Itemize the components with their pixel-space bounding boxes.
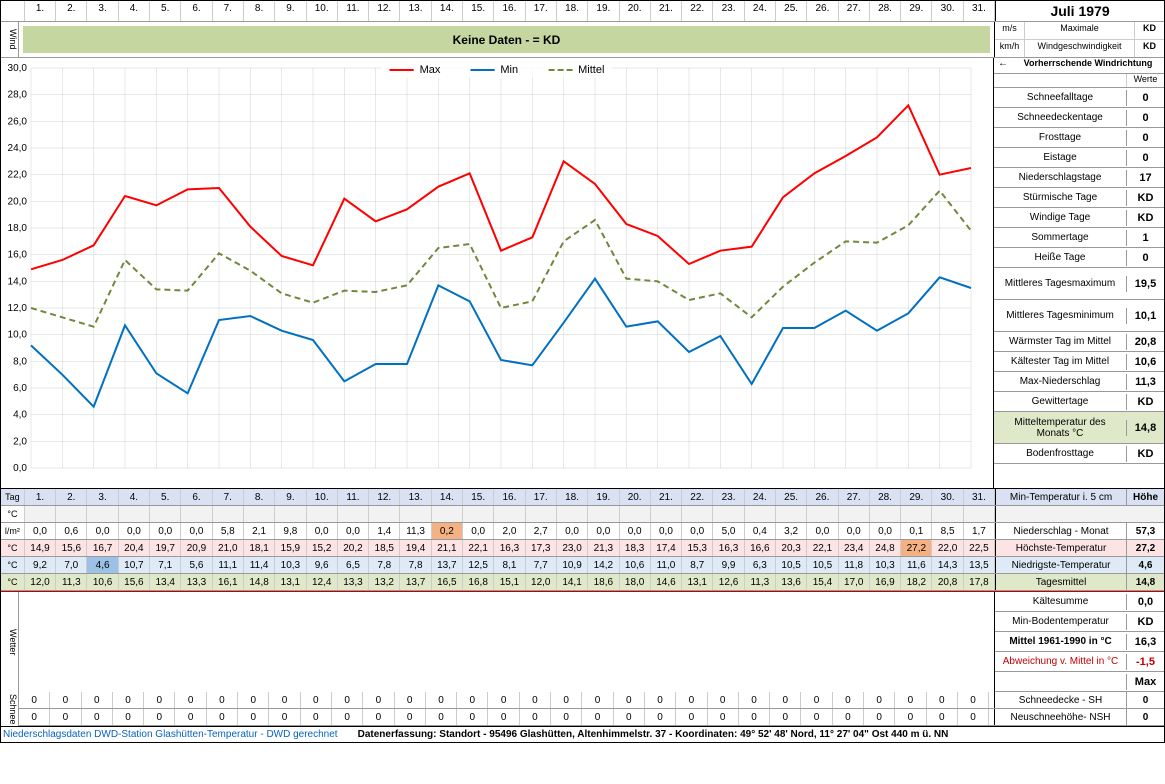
mittel-row: °C 12,011,310,615,613,413,316,114,813,11… xyxy=(1,574,1164,591)
svg-text:26,0: 26,0 xyxy=(8,116,28,127)
svg-text:24,0: 24,0 xyxy=(8,143,28,154)
day-header: 19. xyxy=(588,1,619,21)
day-header: 31. xyxy=(964,1,995,21)
stat-row: Mittleres Tagesmaximum19,5 xyxy=(994,268,1164,300)
day-header: 26. xyxy=(807,1,838,21)
day-header: 29. xyxy=(901,1,932,21)
wind-direction-row: ← Vorherrschende Windrichtung xyxy=(994,58,1164,74)
day-header: 2. xyxy=(56,1,87,21)
day-header: 10. xyxy=(307,1,338,21)
footer: Niederschlagsdaten DWD-Station Glashütte… xyxy=(1,726,1164,742)
werte-header: Werte xyxy=(994,74,1164,88)
svg-text:22,0: 22,0 xyxy=(8,170,28,181)
svg-text:20,0: 20,0 xyxy=(8,196,28,207)
day-header: 15. xyxy=(463,1,494,21)
stats-panel: ← Vorherrschende Windrichtung Werte Schn… xyxy=(994,58,1164,488)
stat-row: Frosttage0 xyxy=(994,128,1164,148)
svg-text:4,0: 4,0 xyxy=(13,410,27,421)
precip-row: l/m² 0,00,60,00,00,00,05,82,19,80,00,01,… xyxy=(1,523,1164,540)
footer-location: Datenerfassung: Standort - 95496 Glashüt… xyxy=(358,729,1162,740)
min-temp-row: °C 9,27,04,610,77,15,611,111,410,39,66,5… xyxy=(1,557,1164,574)
day-header: 1. xyxy=(25,1,56,21)
stat-row: Mitteltemperatur des Monats °C14,8 xyxy=(994,412,1164,444)
day-header: 14. xyxy=(432,1,463,21)
stat-row: Schneedeckentage0 xyxy=(994,108,1164,128)
day-header: 24. xyxy=(745,1,776,21)
day-header: 23. xyxy=(713,1,744,21)
snow-label: Schnee xyxy=(1,692,19,726)
empty-5cm-row: °C xyxy=(1,506,1164,523)
day-header: 9. xyxy=(275,1,306,21)
svg-text:0,0: 0,0 xyxy=(13,463,27,474)
chart-legend: MaxMinMittel xyxy=(382,62,613,78)
day-header: 5. xyxy=(150,1,181,21)
day-header: 28. xyxy=(870,1,901,21)
day-header: 27. xyxy=(839,1,870,21)
weather-label: Wetter xyxy=(1,592,19,692)
svg-text:8,0: 8,0 xyxy=(13,356,27,367)
svg-text:18,0: 18,0 xyxy=(8,223,28,234)
day-header: 7. xyxy=(213,1,244,21)
wind-banner: Keine Daten - = KD xyxy=(23,26,990,53)
page-title: Juli 1979 xyxy=(995,1,1164,21)
day-header: 3. xyxy=(87,1,118,21)
day-header: 30. xyxy=(932,1,963,21)
day-header: 17. xyxy=(526,1,557,21)
main-row: 0,0 2,0 4,0 6,0 8,0 10,0 12,0 14,0 16,0 18,0 20,0 2… xyxy=(1,58,1164,488)
day-header: 6. xyxy=(181,1,212,21)
svg-text:28,0: 28,0 xyxy=(8,90,28,101)
tag-row: Tag 1.2.3.4.5.6.7.8.9.10.11.12.13.14.15.… xyxy=(1,489,1164,506)
weather-dashboard: 1.2.3.4.5.6.7.8.9.10.11.12.13.14.15.16.1… xyxy=(0,0,1165,743)
day-header: 11. xyxy=(338,1,369,21)
svg-text:6,0: 6,0 xyxy=(13,383,27,394)
stat-row: Mittleres Tagesminimum10,1 xyxy=(994,300,1164,332)
day-header: 13. xyxy=(400,1,431,21)
svg-text:10,0: 10,0 xyxy=(8,330,28,341)
stat-row: Kältester Tag im Mittel10,6 xyxy=(994,352,1164,372)
wind-label: Wind xyxy=(1,22,19,57)
stat-row: Max-Niederschlag11,3 xyxy=(994,372,1164,392)
day-header: 20. xyxy=(620,1,651,21)
day-header: 18. xyxy=(557,1,588,21)
stat-row: Wärmster Tag im Mittel20,8 xyxy=(994,332,1164,352)
stat-row: GewittertageKD xyxy=(994,392,1164,412)
stat-row: Stürmische TageKD xyxy=(994,188,1164,208)
stat-row: Schneefalltage0 xyxy=(994,88,1164,108)
data-table: Tag 1.2.3.4.5.6.7.8.9.10.11.12.13.14.15.… xyxy=(1,488,1164,726)
stat-row: Eistage0 xyxy=(994,148,1164,168)
day-header: 4. xyxy=(119,1,150,21)
svg-text:30,0: 30,0 xyxy=(8,63,28,74)
svg-text:16,0: 16,0 xyxy=(8,250,28,261)
stat-row: Niederschlagstage17 xyxy=(994,168,1164,188)
svg-text:12,0: 12,0 xyxy=(8,303,28,314)
svg-text:14,0: 14,0 xyxy=(8,276,28,287)
header-row: 1.2.3.4.5.6.7.8.9.10.11.12.13.14.15.16.1… xyxy=(1,1,1164,22)
wind-row: Wind Keine Daten - = KD m/sMaximaleKDkm/… xyxy=(1,22,1164,58)
day-header: 8. xyxy=(244,1,275,21)
max-temp-row: °C 14,915,616,720,419,720,921,018,115,91… xyxy=(1,540,1164,557)
day-header: 21. xyxy=(651,1,682,21)
day-header: 16. xyxy=(494,1,525,21)
day-header: 25. xyxy=(776,1,807,21)
temperature-chart: 0,0 2,0 4,0 6,0 8,0 10,0 12,0 14,0 16,0 18,0 20,0 2… xyxy=(1,58,994,488)
day-header: 12. xyxy=(369,1,400,21)
footer-source: Niederschlagsdaten DWD-Station Glashütte… xyxy=(3,729,358,740)
stat-row: Heiße Tage0 xyxy=(994,248,1164,268)
stat-row: Sommertage1 xyxy=(994,228,1164,248)
day-header: 22. xyxy=(682,1,713,21)
stat-row: BodenfrosttageKD xyxy=(994,444,1164,464)
svg-text:2,0: 2,0 xyxy=(13,436,27,447)
stat-row: Windige TageKD xyxy=(994,208,1164,228)
